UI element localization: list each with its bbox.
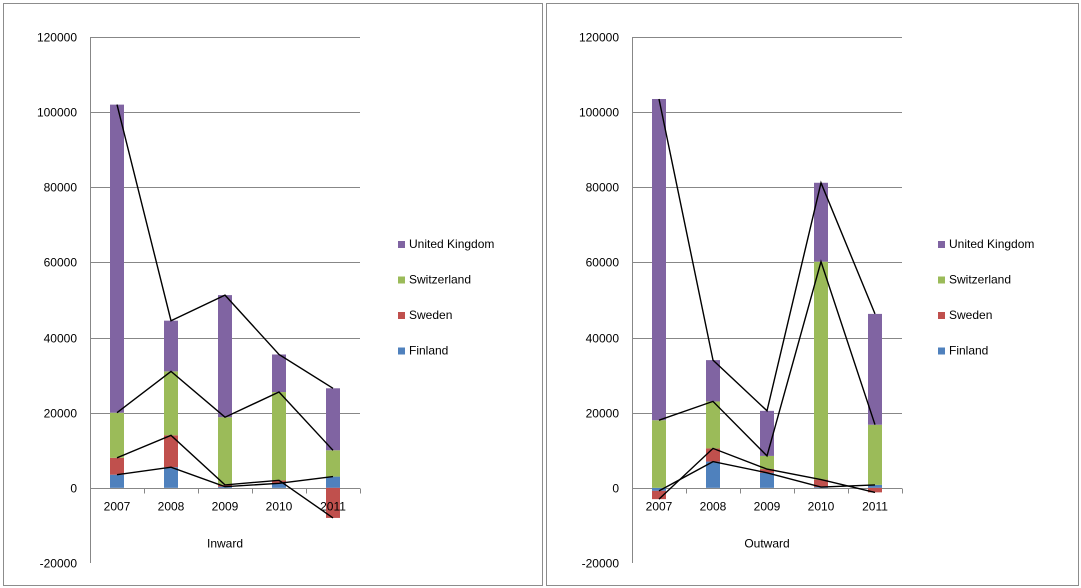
- y-tick-label: 20000: [44, 407, 78, 421]
- chart-border: [3, 3, 543, 586]
- x-tick-label: 2007: [104, 500, 131, 514]
- legend-label: Switzerland: [409, 273, 471, 287]
- bar-switzerland-2010: [272, 392, 286, 481]
- bar-finland-2008: [164, 467, 178, 488]
- legend-label: United Kingdom: [949, 237, 1034, 251]
- x-tick-label: 2009: [754, 500, 781, 514]
- legend-label: Finland: [949, 344, 988, 358]
- series-line-finland: [116, 466, 334, 488]
- series-line-switzerland: [658, 259, 876, 458]
- bar-sweden-2011: [868, 487, 882, 493]
- bar-switzerland-2008: [164, 371, 178, 436]
- series-line-united-kingdom: [658, 98, 876, 413]
- series-line-sweden: [116, 434, 334, 519]
- bar-sweden-2008: [164, 435, 178, 468]
- bar-united-kingdom-2009: [218, 295, 232, 418]
- x-tick-label: 2011: [862, 500, 888, 514]
- bar-switzerland-2010: [814, 261, 828, 480]
- bar-switzerland-2011: [326, 450, 340, 477]
- y-tick-label: 100000: [579, 106, 619, 120]
- legend-label: Sweden: [949, 308, 992, 322]
- bar-sweden-2009: [218, 484, 232, 487]
- x-tick-label: 2009: [212, 500, 239, 514]
- legend-swatch-finland: [398, 347, 405, 355]
- y-tick-label: 100000: [37, 106, 77, 120]
- bar-finland-2009: [760, 472, 774, 488]
- y-tick-label: 40000: [586, 332, 620, 346]
- bar-switzerland-2007: [110, 412, 124, 458]
- bar-united-kingdom-2011: [868, 313, 882, 425]
- y-tick-label: 60000: [44, 256, 78, 270]
- bar-united-kingdom-2008: [164, 320, 178, 372]
- bar-sweden-2009: [760, 469, 774, 473]
- bar-sweden-2010: [272, 480, 286, 484]
- legend-swatch-switzerland: [938, 276, 945, 284]
- x-axis-title: Outward: [744, 537, 789, 551]
- y-tick-label: 60000: [586, 256, 620, 270]
- x-axis-title: Inward: [207, 537, 243, 551]
- legend-swatch-sweden: [938, 312, 945, 319]
- bar-finland-2011: [868, 484, 882, 488]
- y-tick-label: 80000: [44, 181, 78, 195]
- bar-switzerland-2009: [218, 417, 232, 485]
- bar-sweden-2007: [652, 490, 666, 500]
- bar-switzerland-2009: [760, 455, 774, 470]
- bar-sweden-2010: [814, 479, 828, 488]
- bar-united-kingdom-2011: [326, 388, 340, 451]
- legend-swatch-united-kingdom: [398, 241, 405, 248]
- y-tick-label: 80000: [586, 181, 620, 195]
- bar-united-kingdom-2007: [110, 104, 124, 413]
- series-line-finland: [658, 460, 876, 492]
- legend-swatch-switzerland: [398, 276, 405, 284]
- bar-united-kingdom-2009: [760, 410, 774, 456]
- bar-sweden-2011: [326, 487, 340, 518]
- legend-label: Switzerland: [949, 273, 1011, 287]
- series-line-united-kingdom: [116, 104, 334, 389]
- y-tick-label: 0: [612, 482, 619, 496]
- y-tick-label: 20000: [586, 407, 620, 421]
- bar-finland-2007: [652, 487, 666, 491]
- y-tick-label: 0: [70, 482, 77, 496]
- legend-label: Sweden: [409, 308, 452, 322]
- y-tick-label: -20000: [40, 557, 78, 571]
- series-line-switzerland: [116, 370, 334, 451]
- x-tick-label: 2008: [158, 500, 185, 514]
- x-tick-label: 2008: [700, 500, 727, 514]
- y-tick-label: 120000: [579, 31, 619, 45]
- legend-swatch-finland: [938, 347, 945, 355]
- legend-label: United Kingdom: [409, 237, 494, 251]
- chart-2: -20000 0 20000 40000 60000 80000 100000 120000 2…: [546, 3, 1079, 586]
- bar-finland-2007: [110, 474, 124, 488]
- chart-1: -20000 0 20000 40000 60000 80000 100000 120000 2…: [3, 3, 543, 586]
- legend-label: Finland: [409, 344, 448, 358]
- y-tick-label: 120000: [37, 31, 77, 45]
- bar-finland-2008: [706, 461, 720, 488]
- bar-united-kingdom-2010: [272, 354, 286, 393]
- bar-finland-2010: [272, 483, 286, 488]
- y-tick-label: -20000: [582, 557, 620, 571]
- y-tick-label: 40000: [44, 332, 78, 346]
- bar-finland-2011: [326, 476, 340, 488]
- bar-united-kingdom-2010: [814, 182, 828, 262]
- bar-switzerland-2007: [652, 420, 666, 488]
- x-tick-label: 2011: [320, 500, 346, 514]
- legend-swatch-sweden: [398, 312, 405, 319]
- x-tick-label: 2007: [646, 500, 673, 514]
- bar-united-kingdom-2007: [652, 98, 666, 421]
- x-tick-label: 2010: [266, 500, 293, 514]
- series-line-sweden: [658, 447, 876, 500]
- x-tick-label: 2010: [808, 500, 835, 514]
- bar-switzerland-2008: [706, 401, 720, 449]
- bar-switzerland-2011: [868, 424, 882, 485]
- bar-sweden-2007: [110, 457, 124, 475]
- legend-swatch-united-kingdom: [938, 241, 945, 248]
- bar-united-kingdom-2008: [706, 360, 720, 402]
